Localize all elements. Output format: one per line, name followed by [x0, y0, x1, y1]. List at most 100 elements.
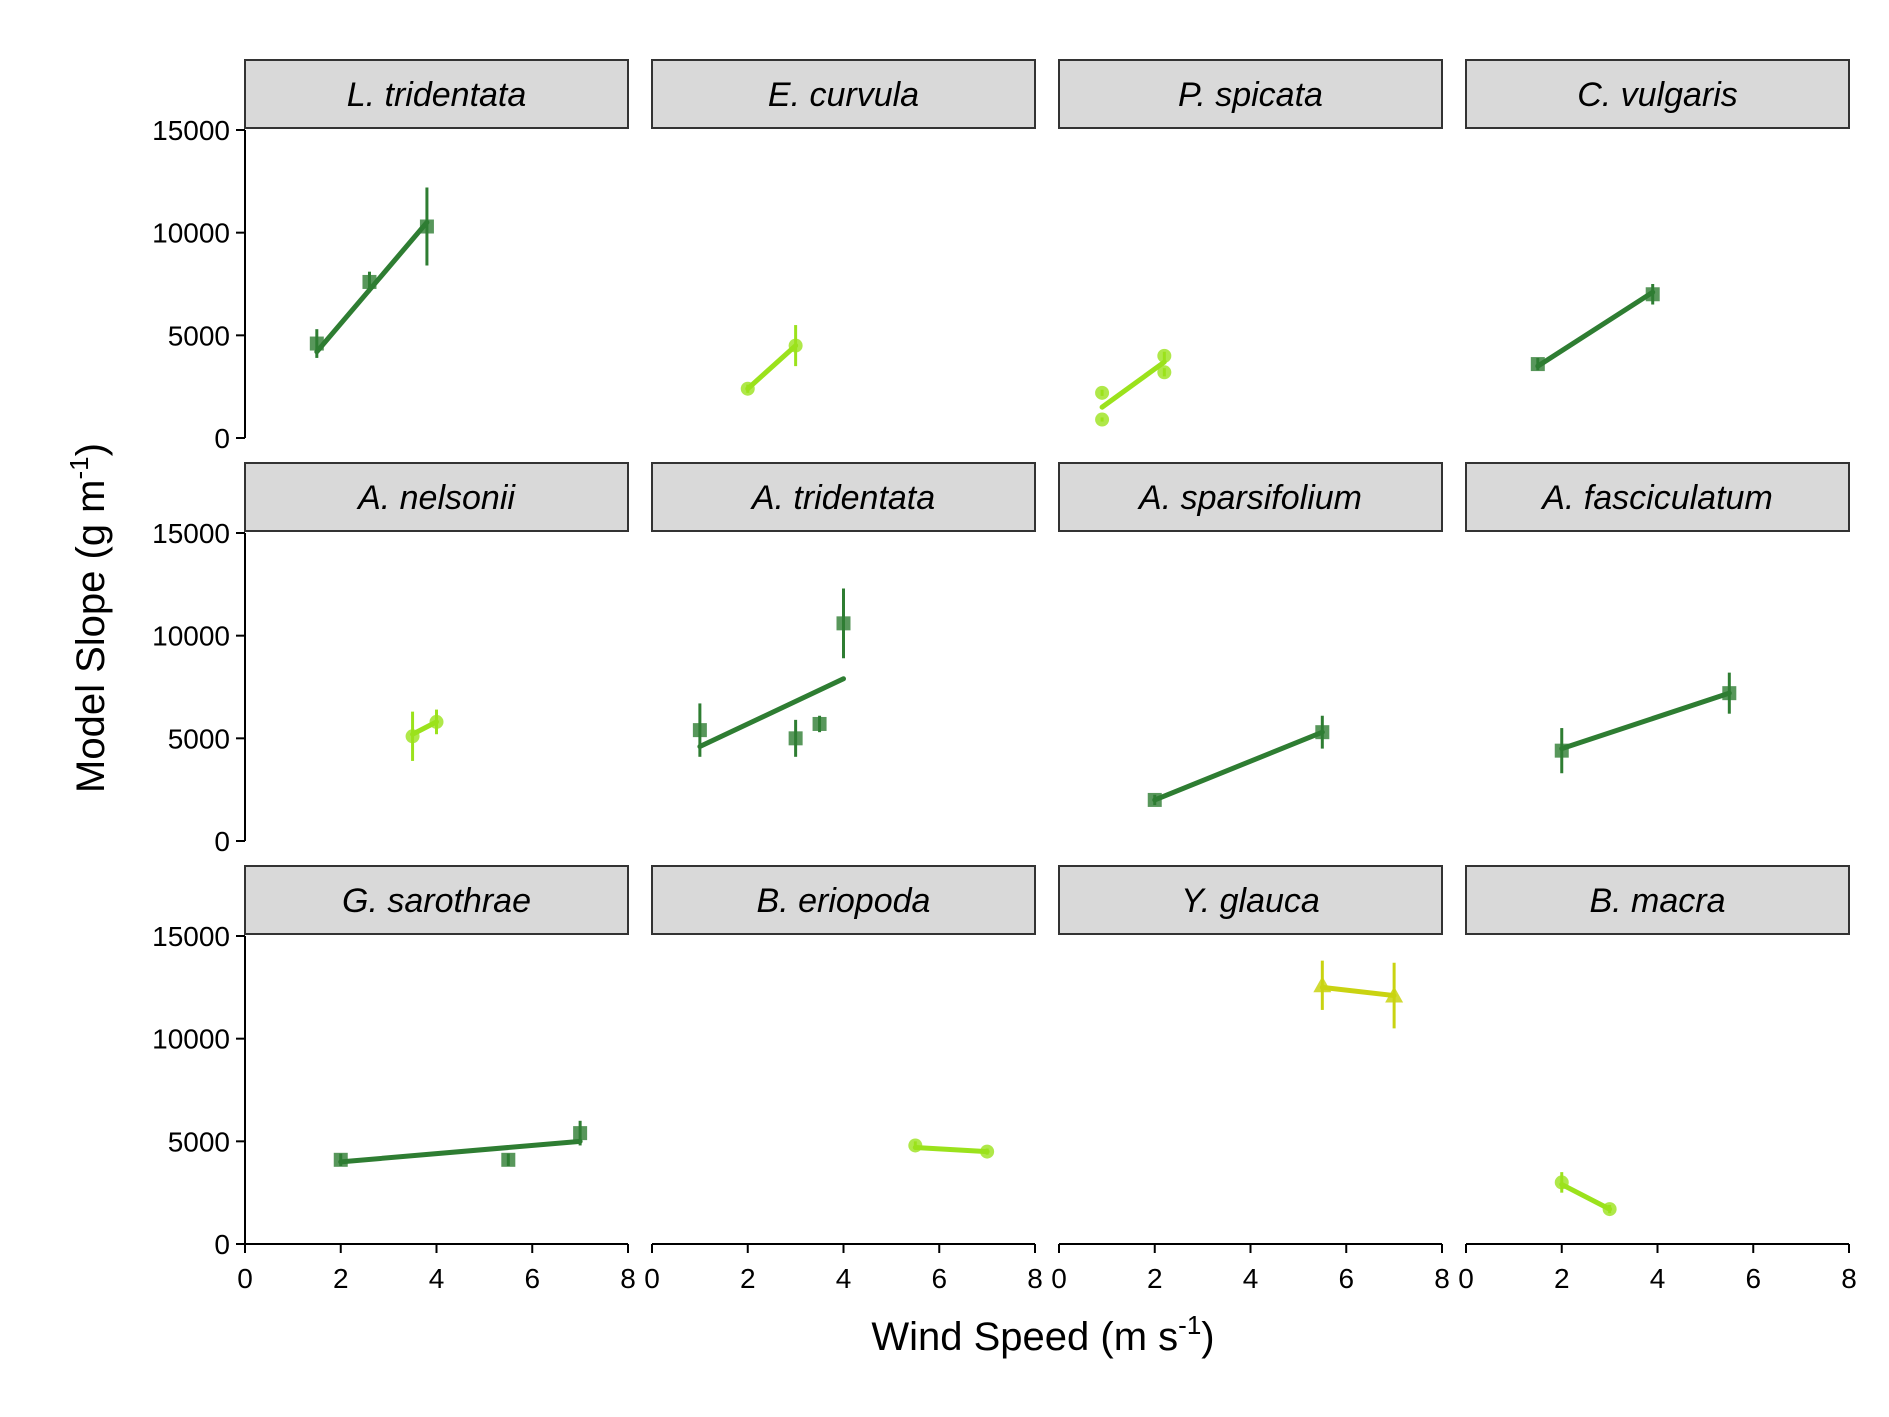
data-point: [788, 338, 803, 353]
x-tick-label: 2: [740, 1263, 756, 1294]
data-point: [1602, 1202, 1617, 1217]
x-tick-label: 6: [931, 1263, 947, 1294]
data-point: [419, 219, 434, 234]
data-point: [812, 716, 827, 731]
y-tick-label: 10000: [152, 1024, 230, 1055]
x-tick-label: 4: [1650, 1263, 1666, 1294]
panel-3: P. spicata: [1058, 59, 1443, 427]
fit-line: [697, 676, 846, 750]
x-tick-label: 4: [1243, 1263, 1259, 1294]
data-point: [1530, 357, 1545, 372]
y-tick-label: 0: [214, 423, 230, 454]
x-tick-label: 2: [1554, 1263, 1570, 1294]
data-point: [1157, 348, 1172, 363]
strip-box: [651, 865, 1036, 935]
data-point: [740, 381, 755, 396]
y-tick-label: 10000: [152, 218, 230, 249]
panel-5: A. nelsonii 0 5000 10000 15000: [152, 462, 629, 857]
strip-label: E. curvula: [768, 76, 919, 114]
strip-label: P. spicata: [1178, 76, 1323, 114]
x-tick-label: 0: [237, 1263, 253, 1294]
panel-9: G. sarothrae 0 5000 10000 15000 0 2 4 6 8: [152, 865, 636, 1294]
strip-label: A. tridentata: [750, 479, 935, 517]
strip-label: A. nelsonii: [356, 479, 516, 517]
data-point: [1554, 1175, 1569, 1190]
fit-line: [1099, 359, 1167, 410]
fit-line: [1559, 690, 1732, 752]
panel-10: B. eriopoda 0 2 4 6 8: [644, 865, 1043, 1294]
data-point: [1722, 686, 1737, 701]
data-point: [501, 1152, 516, 1167]
data-point: [692, 723, 707, 738]
strip-box: [651, 59, 1036, 129]
data-point: [309, 336, 324, 351]
y-tick-label: 0: [214, 826, 230, 857]
y-axis-title-base: Model Slope (g m: [69, 479, 113, 792]
x-axis-title-base: Wind Speed (m s: [871, 1315, 1178, 1359]
data-point: [1095, 385, 1110, 400]
data-point: [1554, 743, 1569, 758]
x-tick-label: 0: [644, 1263, 660, 1294]
panel-12: B. macra 0 2 4 6 8: [1458, 865, 1857, 1294]
strip-label: B. macra: [1589, 882, 1725, 920]
fit-line: [912, 1144, 990, 1155]
x-tick-label: 8: [1841, 1263, 1857, 1294]
strip-box: [244, 865, 629, 935]
x-tick-label: 8: [620, 1263, 636, 1294]
fit-line: [1535, 289, 1656, 369]
panel-8: A. fasciculatum: [1465, 462, 1850, 774]
data-point: [333, 1152, 348, 1167]
x-tick-label: 6: [1338, 1263, 1354, 1294]
x-tick-label: 0: [1051, 1263, 1067, 1294]
y-tick-label: 10000: [152, 621, 230, 652]
data-point: [788, 731, 803, 746]
strip-label: A. fasciculatum: [1540, 479, 1773, 517]
data-point: [362, 274, 377, 289]
x-tick-label: 8: [1434, 1263, 1450, 1294]
strip-box: [1058, 59, 1443, 129]
strip-label: B. eriopoda: [757, 882, 931, 920]
data-point: [980, 1144, 995, 1159]
x-axis-title: Wind Speed (m s-1): [871, 1310, 1214, 1359]
data-point: [573, 1126, 588, 1141]
x-axis-title-sup: -1: [1178, 1310, 1201, 1340]
strip-box: [1465, 865, 1850, 935]
x-tick-label: 2: [333, 1263, 349, 1294]
strip-label: Y. glauca: [1181, 882, 1320, 920]
data-point: [836, 616, 851, 631]
strip-box: [1058, 865, 1443, 935]
panel-6: A. tridentata: [651, 462, 1036, 757]
data-point: [1157, 365, 1172, 380]
data-point: [1313, 976, 1332, 993]
x-tick-label: 0: [1458, 1263, 1474, 1294]
panels: L. tridentata 0 5000 10000 15000 E. curvula P.…: [152, 59, 1857, 1294]
x-tick-label: 4: [429, 1263, 445, 1294]
strip-box: [651, 462, 1036, 532]
y-axis-title: Model Slope (g m-1): [64, 443, 113, 793]
panel-11: Y. glauca 0 2 4 6 8: [1051, 865, 1450, 1294]
fit-line: [1559, 1181, 1613, 1212]
y-tick-label: 5000: [168, 1126, 230, 1157]
y-axis-title-end: ): [69, 443, 113, 456]
x-tick-label: 6: [1745, 1263, 1761, 1294]
data-point: [429, 714, 444, 729]
y-tick-label: 15000: [152, 518, 230, 549]
y-tick-label: 15000: [152, 921, 230, 952]
strip-box: [1465, 59, 1850, 129]
x-tick-label: 2: [1147, 1263, 1163, 1294]
panel-4: C. vulgaris: [1465, 59, 1850, 372]
data-point: [1315, 725, 1330, 740]
fit-line: [1152, 729, 1325, 803]
strip-label: G. sarothrae: [342, 882, 531, 920]
y-tick-label: 5000: [168, 723, 230, 754]
x-tick-label: 8: [1027, 1263, 1043, 1294]
x-tick-label: 4: [836, 1263, 852, 1294]
strip-label: C. vulgaris: [1577, 76, 1738, 114]
y-tick-label: 15000: [152, 115, 230, 146]
fit-line: [745, 343, 799, 392]
panel-7: A. sparsifolium: [1058, 462, 1443, 807]
strip-box: [244, 59, 629, 129]
x-tick-label: 6: [524, 1263, 540, 1294]
y-tick-label: 5000: [168, 320, 230, 351]
